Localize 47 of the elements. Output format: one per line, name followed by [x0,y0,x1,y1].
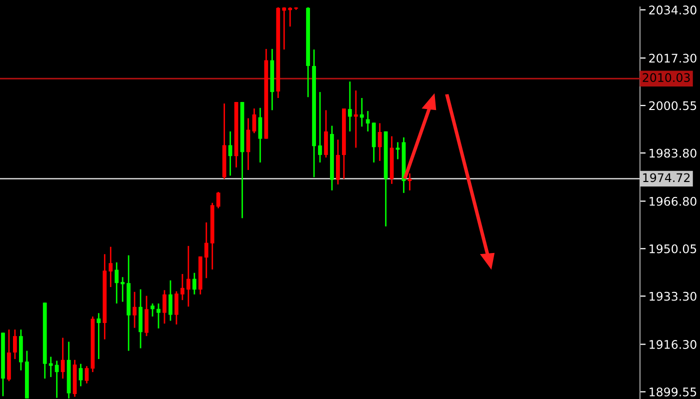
candlestick [366,110,370,132]
candlestick [396,142,400,160]
y-tick-label: 1983.80 [650,148,696,158]
y-tick-label: 1933.30 [650,292,696,301]
candlestick [114,262,119,304]
candlestick [318,91,322,164]
candlestick [120,276,125,302]
candlestick [108,246,113,288]
y-tick-label: 1950.05 [650,244,696,254]
candlestick [348,80,352,132]
candlestick [132,291,137,329]
candlestick [288,7,292,28]
candlestick [192,272,196,296]
candlestick [13,328,17,360]
y-tick-label: 2034.30 [649,6,696,14]
candlestick [174,290,178,326]
candlestick [216,191,220,209]
candlestick [204,222,208,279]
ref-line-label: 2010.03 [642,73,690,82]
candlestick [48,356,53,378]
candlestick [162,289,166,324]
candlestick [96,312,101,360]
candlestick [324,109,328,158]
candlestick [246,118,250,171]
candlestick [258,107,262,164]
candlestick [168,280,172,322]
candlestick [150,302,154,318]
y-tick-label: 1966.80 [650,196,696,206]
ref-line-label: 1974.72 [643,173,690,182]
candlestick [78,363,83,387]
candlestick [144,295,148,337]
candlestick [378,122,382,162]
candlestick [252,108,256,134]
candlestick [282,7,286,50]
candlestick [354,90,358,148]
candlestick [408,172,412,192]
candlestick [180,273,184,301]
candlestick [360,97,364,128]
candlestick [186,245,190,308]
candlestick [156,302,160,330]
y-tick-label: 1899.55 [650,387,696,396]
y-tick-label: 2000.55 [649,101,696,110]
candlestick [84,365,89,384]
candlestick [54,360,59,399]
y-tick-label: 1916.30 [650,340,696,349]
candlestick [228,130,232,176]
y-tick-label: 2017.30 [649,54,696,63]
